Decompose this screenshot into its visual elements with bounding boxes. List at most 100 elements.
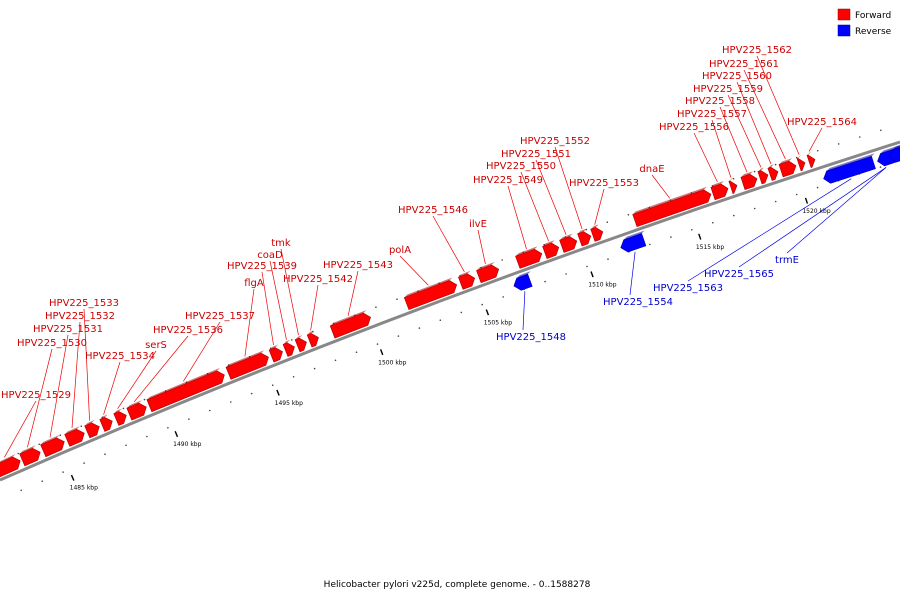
forward-gene-label[interactable]: HPV225_1546 <box>398 205 468 216</box>
reverse-gene-box[interactable] <box>513 273 533 291</box>
forward-gene-label[interactable]: HPV225_1558 <box>685 96 755 107</box>
forward-gene-box[interactable] <box>590 227 604 242</box>
forward-gene-label[interactable]: HPV225_1560 <box>702 71 772 82</box>
forward-label-leader <box>83 308 90 421</box>
forward-gene-box[interactable] <box>577 231 592 247</box>
forward-gene-box[interactable] <box>40 437 65 458</box>
forward-gene-label[interactable]: polA <box>389 245 411 256</box>
minor-tick <box>502 296 505 298</box>
forward-gene-box[interactable] <box>84 422 100 439</box>
forward-gene-box[interactable] <box>306 333 319 348</box>
minor-tick <box>795 193 798 196</box>
forward-gene-label[interactable]: HPV225_1537 <box>185 311 255 322</box>
forward-label-leader <box>244 288 255 357</box>
forward-label-leader <box>280 248 299 336</box>
forward-gene-box[interactable] <box>632 189 712 227</box>
minor-tick <box>418 327 421 329</box>
forward-gene-box[interactable] <box>294 337 307 353</box>
forward-gene-label[interactable]: HPV225_1556 <box>659 122 729 133</box>
reverse-gene-box[interactable] <box>823 156 876 184</box>
forward-gene-label[interactable]: HPV225_1551 <box>501 149 571 160</box>
forward-gene-box[interactable] <box>476 264 500 284</box>
forward-gene-box[interactable] <box>806 154 816 168</box>
forward-gene-box[interactable] <box>146 370 225 413</box>
reverse-gene-label[interactable]: HPV225_1554 <box>603 297 673 308</box>
forward-gene-box[interactable] <box>710 183 729 201</box>
forward-gene-box-top <box>797 155 801 159</box>
forward-gene-box[interactable] <box>458 273 476 290</box>
forward-gene-label[interactable]: HPV225_1552 <box>520 136 590 147</box>
forward-gene-box[interactable] <box>403 280 458 310</box>
reverse-gene-label[interactable]: trmE <box>775 255 799 266</box>
forward-gene-label[interactable]: coaD <box>257 250 283 261</box>
forward-gene-label[interactable]: flgA <box>244 278 264 289</box>
reverse-gene-box[interactable] <box>620 233 647 253</box>
forward-gene-label[interactable]: serS <box>145 340 167 351</box>
minor-tick <box>104 453 106 456</box>
forward-gene-box[interactable] <box>796 157 806 172</box>
minor-tick <box>753 170 756 173</box>
forward-gene-box[interactable] <box>757 170 769 185</box>
forward-gene-box[interactable] <box>767 166 779 181</box>
forward-gene-label[interactable]: HPV225_1562 <box>722 45 792 56</box>
forward-gene-label[interactable]: HPV225_1530 <box>17 338 87 349</box>
forward-gene-label[interactable]: HPV225_1561 <box>709 59 779 70</box>
forward-gene-box-top <box>19 445 36 454</box>
forward-gene-label[interactable]: HPV225_1543 <box>323 260 393 271</box>
forward-gene-box-top <box>0 454 16 463</box>
forward-gene-box[interactable] <box>740 173 758 190</box>
forward-gene-box-top <box>779 158 792 165</box>
reverse-gene-label[interactable]: HPV225_1565 <box>704 269 774 280</box>
forward-gene-box-top <box>295 335 303 340</box>
forward-gene-label[interactable]: HPV225_1564 <box>787 117 857 128</box>
forward-gene-box[interactable] <box>99 417 113 432</box>
forward-gene-label[interactable]: HPV225_1532 <box>45 311 115 322</box>
forward-label-leader <box>594 188 605 225</box>
reverse-label-leader <box>738 167 887 268</box>
forward-gene-label[interactable]: HPV225_1550 <box>486 161 556 172</box>
major-tick <box>590 271 594 278</box>
forward-gene-label[interactable]: HPV225_1531 <box>33 324 103 335</box>
forward-gene-box[interactable] <box>64 428 85 447</box>
forward-gene-box[interactable] <box>559 236 578 253</box>
major-tick <box>698 233 702 240</box>
minor-tick <box>859 136 861 138</box>
forward-gene-label[interactable]: ilvE <box>469 219 487 230</box>
forward-gene-label[interactable]: HPV225_1533 <box>49 298 119 309</box>
forward-gene-label[interactable]: HPV225_1557 <box>677 109 747 120</box>
minor-tick <box>17 452 20 455</box>
forward-gene-box[interactable] <box>0 456 21 478</box>
forward-gene-box[interactable] <box>268 347 283 363</box>
forward-gene-box[interactable] <box>225 352 269 380</box>
forward-gene-box-top <box>126 400 142 409</box>
reverse-gene-label[interactable]: HPV225_1563 <box>653 283 723 294</box>
forward-gene-label[interactable]: HPV225_1539 <box>227 261 297 272</box>
forward-gene-label[interactable]: HPV225_1559 <box>693 84 763 95</box>
forward-gene-label[interactable]: dnaE <box>639 164 664 175</box>
minor-tick <box>816 149 819 152</box>
forward-gene-label[interactable]: HPV225_1542 <box>283 274 353 285</box>
forward-gene-box[interactable] <box>282 342 295 357</box>
forward-gene-box[interactable] <box>329 312 371 339</box>
major-tick <box>379 349 384 356</box>
forward-gene-box[interactable] <box>778 160 797 178</box>
forward-gene-label[interactable]: HPV225_1529 <box>1 390 71 401</box>
forward-gene-label[interactable]: HPV225_1536 <box>153 325 223 336</box>
forward-gene-label[interactable]: HPV225_1553 <box>569 178 639 189</box>
label-leaders <box>4 55 887 458</box>
forward-gene-label[interactable]: HPV225_1549 <box>473 175 543 186</box>
forward-gene-box[interactable] <box>728 180 738 194</box>
forward-label-leader <box>756 55 800 155</box>
forward-gene-label[interactable]: tmk <box>271 238 291 249</box>
forward-gene-box[interactable] <box>126 402 147 421</box>
forward-gene-box[interactable] <box>515 248 543 269</box>
minor-ticks <box>17 129 882 492</box>
forward-gene-box[interactable] <box>542 242 560 259</box>
forward-gene-box[interactable] <box>19 447 41 467</box>
forward-gene-box-top <box>577 228 587 234</box>
forward-gene-box[interactable] <box>113 411 127 426</box>
reverse-gene-label[interactable]: HPV225_1548 <box>496 332 566 343</box>
reverse-gene-box[interactable] <box>889 146 900 163</box>
minor-tick <box>670 236 672 238</box>
forward-gene-label[interactable]: HPV225_1534 <box>85 351 155 362</box>
